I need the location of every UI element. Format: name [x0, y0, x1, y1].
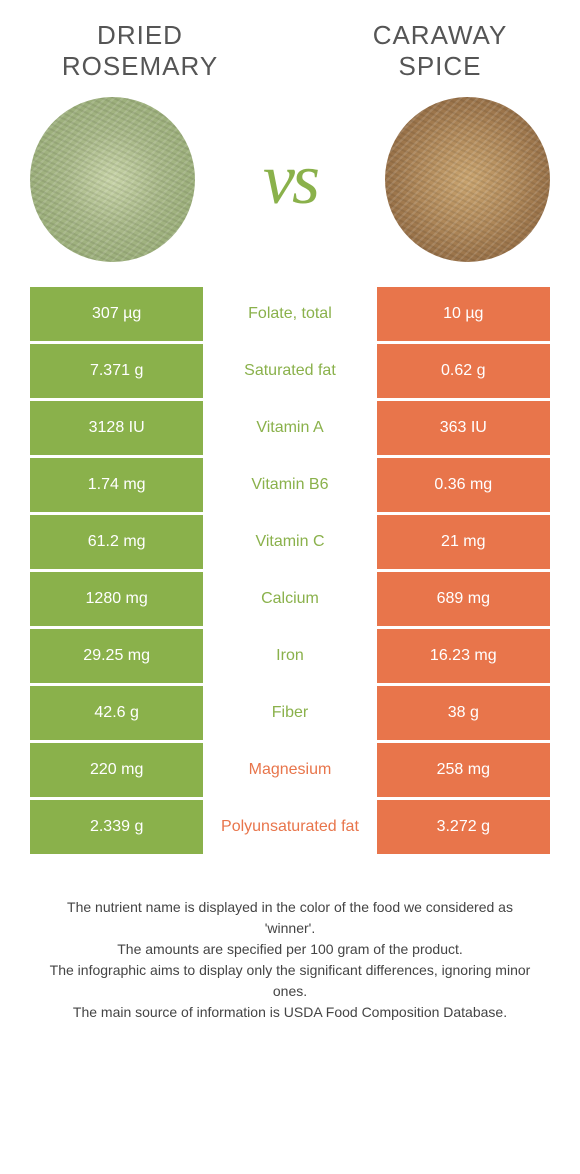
table-row: 1280 mgCalcium689 mg — [30, 572, 550, 626]
left-food-line2: ROSEMARY — [50, 51, 230, 82]
nutrient-name-cell: Folate, total — [203, 287, 376, 341]
right-value-cell: 21 mg — [377, 515, 550, 569]
right-value-cell: 0.62 g — [377, 344, 550, 398]
left-food-title: DRIED ROSEMARY — [50, 20, 230, 82]
comparison-table: 307 µgFolate, total10 µg7.371 gSaturated… — [0, 287, 580, 854]
left-value-cell: 61.2 mg — [30, 515, 203, 569]
left-value-cell: 1.74 mg — [30, 458, 203, 512]
left-value-cell: 307 µg — [30, 287, 203, 341]
footer-line-3: The infographic aims to display only the… — [40, 960, 540, 1002]
right-value-cell: 689 mg — [377, 572, 550, 626]
table-row: 61.2 mgVitamin C21 mg — [30, 515, 550, 569]
right-value-cell: 363 IU — [377, 401, 550, 455]
images-row: vs — [0, 82, 580, 287]
left-value-cell: 1280 mg — [30, 572, 203, 626]
header-row: DRIED ROSEMARY CARAWAY SPICE — [0, 0, 580, 82]
right-value-cell: 258 mg — [377, 743, 550, 797]
left-value-cell: 7.371 g — [30, 344, 203, 398]
left-value-cell: 42.6 g — [30, 686, 203, 740]
left-value-cell: 3128 IU — [30, 401, 203, 455]
footer-notes: The nutrient name is displayed in the co… — [0, 857, 580, 1023]
nutrient-name-cell: Fiber — [203, 686, 376, 740]
vs-label: vs — [263, 138, 317, 221]
caraway-image — [385, 97, 550, 262]
right-value-cell: 38 g — [377, 686, 550, 740]
nutrient-name-cell: Saturated fat — [203, 344, 376, 398]
left-value-cell: 2.339 g — [30, 800, 203, 854]
right-food-title: CARAWAY SPICE — [350, 20, 530, 82]
nutrient-name-cell: Vitamin C — [203, 515, 376, 569]
right-value-cell: 0.36 mg — [377, 458, 550, 512]
footer-line-2: The amounts are specified per 100 gram o… — [40, 939, 540, 960]
table-row: 42.6 gFiber38 g — [30, 686, 550, 740]
nutrient-name-cell: Vitamin B6 — [203, 458, 376, 512]
table-row: 307 µgFolate, total10 µg — [30, 287, 550, 341]
right-value-cell: 16.23 mg — [377, 629, 550, 683]
nutrient-name-cell: Magnesium — [203, 743, 376, 797]
table-row: 29.25 mgIron16.23 mg — [30, 629, 550, 683]
nutrient-name-cell: Iron — [203, 629, 376, 683]
left-value-cell: 220 mg — [30, 743, 203, 797]
table-row: 220 mgMagnesium258 mg — [30, 743, 550, 797]
rosemary-image — [30, 97, 195, 262]
footer-line-1: The nutrient name is displayed in the co… — [40, 897, 540, 939]
left-food-line1: DRIED — [50, 20, 230, 51]
right-value-cell: 3.272 g — [377, 800, 550, 854]
nutrient-name-cell: Polyunsaturated fat — [203, 800, 376, 854]
right-food-line1: CARAWAY — [350, 20, 530, 51]
table-row: 3128 IUVitamin A363 IU — [30, 401, 550, 455]
left-value-cell: 29.25 mg — [30, 629, 203, 683]
nutrient-name-cell: Calcium — [203, 572, 376, 626]
right-food-line2: SPICE — [350, 51, 530, 82]
table-row: 2.339 gPolyunsaturated fat3.272 g — [30, 800, 550, 854]
nutrient-name-cell: Vitamin A — [203, 401, 376, 455]
right-value-cell: 10 µg — [377, 287, 550, 341]
footer-line-4: The main source of information is USDA F… — [40, 1002, 540, 1023]
table-row: 7.371 gSaturated fat0.62 g — [30, 344, 550, 398]
table-row: 1.74 mgVitamin B60.36 mg — [30, 458, 550, 512]
